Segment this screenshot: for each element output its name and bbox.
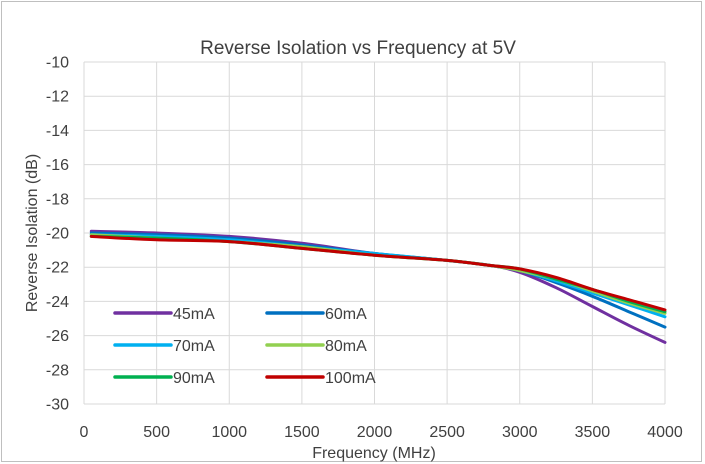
- series-line-70mA: [89, 233, 667, 319]
- x-tick-label: 2500: [429, 424, 465, 441]
- legend-label: 45mA: [173, 306, 215, 323]
- legend-item-80mA: 80mA: [265, 338, 367, 355]
- x-tick-label: 4000: [647, 424, 683, 441]
- y-tick-label: -18: [46, 191, 69, 208]
- series-line-100mA: [89, 234, 667, 312]
- x-tick-label: 3000: [502, 424, 538, 441]
- legend-item-100mA: 100mA: [265, 370, 376, 387]
- series-lines: [89, 229, 667, 344]
- y-tick-label: -12: [46, 89, 69, 106]
- x-tick-label: 3500: [575, 424, 611, 441]
- legend-label: 80mA: [325, 338, 367, 355]
- y-tick-label: -22: [46, 260, 69, 277]
- legend-label: 100mA: [325, 370, 376, 387]
- legend: 45mA 60mA 70mA 80mA 90mA 100mA: [113, 306, 376, 387]
- y-tick-label: -14: [46, 123, 69, 140]
- y-tick-label: -24: [46, 294, 69, 311]
- y-tick-label: -30: [46, 397, 69, 414]
- x-tick-label: 500: [143, 424, 170, 441]
- x-axis-label: Frequency (MHz): [312, 445, 436, 462]
- legend-item-90mA: 90mA: [113, 370, 215, 387]
- y-tick-label: -20: [46, 226, 69, 243]
- legend-label: 90mA: [173, 370, 215, 387]
- legend-label: 70mA: [173, 338, 215, 355]
- legend-label: 60mA: [325, 306, 367, 323]
- x-tick-label: 2000: [357, 424, 393, 441]
- y-tick-label: -10: [46, 55, 69, 72]
- x-tick-label: 1000: [211, 424, 247, 441]
- grid: [83, 61, 666, 405]
- x-tick-label: 0: [80, 424, 89, 441]
- legend-item-70mA: 70mA: [113, 338, 215, 355]
- y-tick-label: -16: [46, 157, 69, 174]
- legend-item-60mA: 60mA: [265, 306, 367, 323]
- y-tick-label: -26: [46, 328, 69, 345]
- chart-title: Reverse Isolation vs Frequency at 5V: [200, 38, 516, 59]
- x-axis-ticks: 0 500 1000 1500 2000 2500 3000 3500 4000: [80, 424, 683, 441]
- legend-item-45mA: 45mA: [113, 306, 215, 323]
- y-axis-label: Reverse Isolation (dB): [24, 154, 41, 312]
- y-tick-label: -28: [46, 362, 69, 379]
- x-tick-label: 1500: [284, 424, 320, 441]
- y-axis-ticks: -10 -12 -14 -16 -18 -20 -22 -24 -26 -28 -30: [46, 55, 69, 414]
